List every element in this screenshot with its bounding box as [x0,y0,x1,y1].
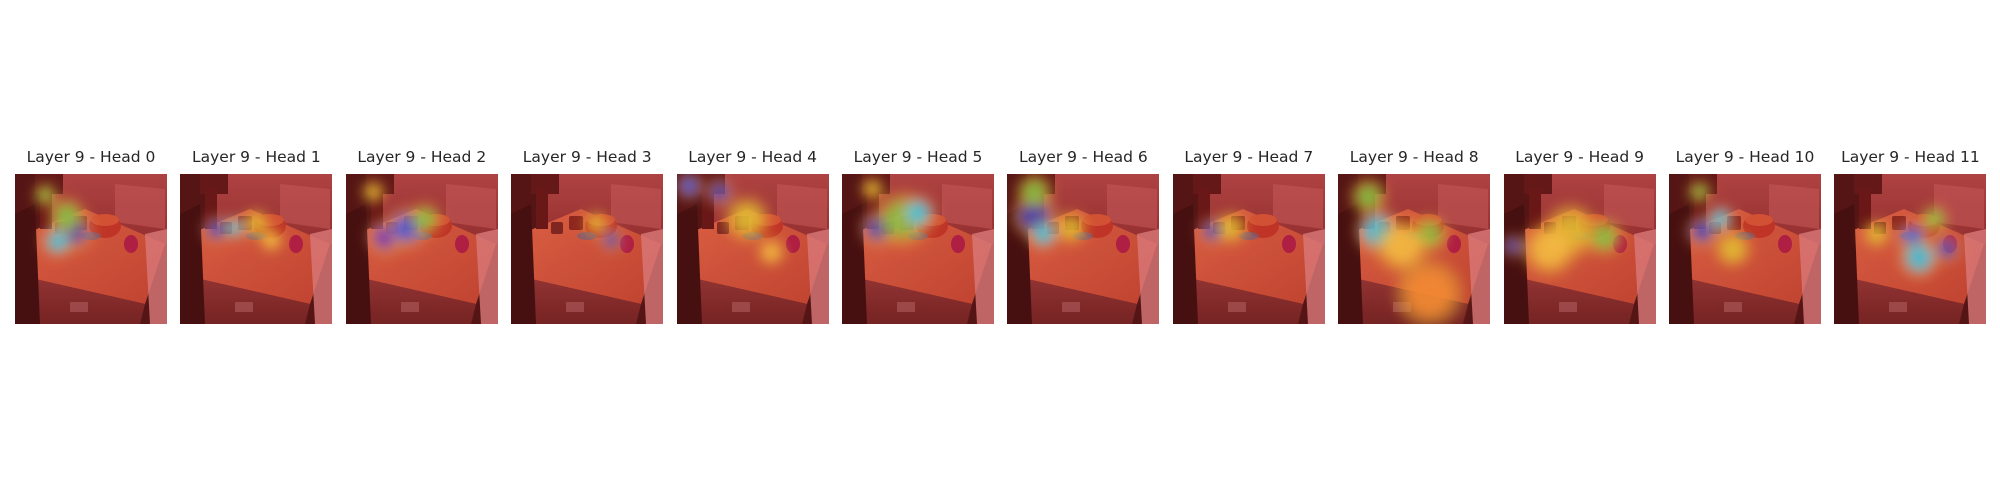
attention-blobs [1011,174,1088,250]
attention-overlay-image [1172,174,1325,324]
attention-blob [1022,179,1047,205]
heatmap-svg [1834,174,1987,324]
attention-blob [227,220,243,236]
attention-blob [1591,224,1617,250]
red-colormap-tint [1172,174,1325,324]
attention-overlay-image [1834,174,1987,324]
attention-blob [864,181,880,197]
panel-title: Layer 9 - Head 1 [192,148,321,166]
attention-blobs [1198,212,1247,245]
panel-title: Layer 9 - Head 3 [522,148,652,166]
red-colormap-tint [345,174,498,324]
red-colormap-tint [1007,174,1160,324]
attention-blob [679,176,698,196]
attention-blobs [676,174,785,266]
heatmap-svg [1007,174,1160,324]
red-colormap-tint [676,174,829,324]
attention-blob [1060,217,1082,239]
panel-title: Layer 9 - Head 11 [1841,148,1980,166]
attention-blob [761,242,780,262]
attention-blob [1691,220,1714,242]
red-colormap-tint [180,174,333,324]
attention-blob [37,187,53,203]
heatmap-svg [1172,174,1325,324]
red-colormap-tint [1669,174,1821,324]
attention-overlay-image [1503,174,1656,324]
attention-blob [1530,230,1568,268]
heatmap-svg [1669,174,1821,324]
attention-blob [365,184,381,200]
attention-overlay-image [1669,174,1821,324]
attention-blobs [34,183,94,258]
attention-blobs [203,209,283,252]
heatmap-svg [842,174,994,324]
attention-blob [1383,227,1421,265]
attention-blob [1867,224,1887,244]
attention-blob [1905,244,1934,272]
panel-title: Layer 9 - Head 10 [1675,148,1815,166]
heatmap-svg [15,174,167,324]
attention-blob [710,182,729,202]
attention-blob [603,232,620,248]
panel-title: Layer 9 - Head 4 [688,148,817,166]
attention-blob [207,220,226,239]
panel-title: Layer 9 - Head 8 [1349,148,1479,166]
attention-blobs [1686,180,1752,268]
attention-overlay-image [15,174,167,324]
attention-overlay-image [180,174,333,324]
attention-blob [1720,236,1745,262]
attention-overlay-image [1007,174,1160,324]
heatmap-svg [1503,174,1656,324]
attention-blob [1711,209,1730,229]
attention-blob [247,214,266,233]
heatmap-svg [1338,174,1491,324]
heatmap-svg [511,174,664,324]
attention-blob [905,200,931,226]
attention-blobs [361,180,441,256]
heatmap-svg [345,174,498,324]
attention-blobs [584,212,623,252]
red-colormap-tint [15,174,167,324]
attention-blob [414,208,436,230]
attention-blob [731,203,762,235]
red-colormap-tint [511,174,664,324]
attention-blob [1925,209,1944,229]
attention-blob [588,215,604,232]
attention-blob [46,230,69,253]
attention-overlay-image [1338,174,1491,324]
attention-blob [1033,223,1055,245]
attention-blob [1937,239,1956,259]
heatmap-svg [676,174,829,324]
attention-overlay-image [511,174,664,324]
attention-blob [54,203,79,229]
attention-overlay-image [842,174,994,324]
heatmap-svg [180,174,333,324]
attention-overlay-image [345,174,498,324]
attention-blobs [1863,205,1961,279]
attention-blob [1505,238,1521,254]
panel-title: Layer 9 - Head 0 [26,148,156,166]
attention-blobs [1503,203,1623,277]
panel-title: Layer 9 - Head 5 [853,148,983,166]
attention-blob [1406,271,1453,317]
panel-title: Layer 9 - Head 6 [1019,148,1148,166]
attention-blobs [860,177,937,247]
red-colormap-tint [1503,174,1656,324]
attention-blobs [1350,178,1464,324]
red-colormap-tint [842,174,994,324]
red-colormap-tint [1834,174,1987,324]
attention-blob [1356,184,1381,209]
attention-blob [1691,184,1707,200]
panel-title: Layer 9 - Head 9 [1515,148,1644,166]
panel-title: Layer 9 - Head 7 [1184,148,1314,166]
attention-blob [1219,217,1242,239]
red-colormap-tint [1338,174,1491,324]
attention-blob [263,232,280,248]
panel-title: Layer 9 - Head 2 [357,148,487,166]
attention-overlay-image [676,174,829,324]
